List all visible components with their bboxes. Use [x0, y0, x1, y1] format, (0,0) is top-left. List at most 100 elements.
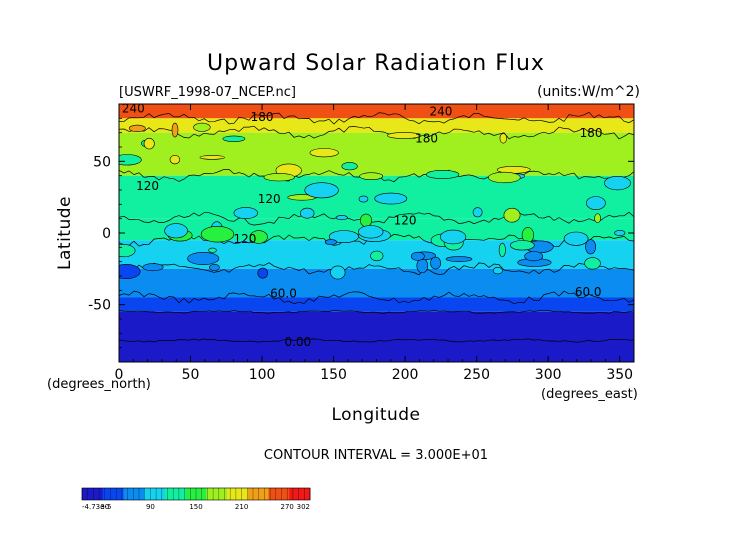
field-patch	[509, 240, 535, 251]
contour-labels: 240 180 240 180 180 120 120 120 120 60.0 60.0 0.00	[122, 102, 603, 350]
field-patch	[472, 207, 483, 218]
contour-label-9: 60.0	[270, 287, 297, 301]
field-patch	[585, 239, 596, 255]
field-patch	[164, 223, 188, 239]
field-patch	[586, 196, 606, 210]
field-patch	[440, 229, 467, 245]
field-patch	[498, 242, 506, 258]
field-patch	[358, 195, 369, 203]
field-patch	[208, 263, 220, 271]
colorbar-swatch-3	[144, 488, 166, 500]
y-tick-label: -50	[88, 298, 111, 314]
x-tick-label: 50	[182, 367, 200, 383]
colorbar-label: 30	[100, 503, 109, 511]
field-patch	[370, 250, 384, 262]
colorbar-swatch-2	[123, 488, 145, 500]
colorbar-swatch-9	[268, 488, 290, 500]
chart-title: Upward Solar Radiation Flux	[207, 51, 545, 76]
field-patch	[563, 231, 589, 246]
field-patch	[359, 172, 384, 180]
lat-band-9	[119, 340, 634, 362]
field-patch	[187, 252, 220, 266]
colorbar-swatch-4	[164, 488, 187, 500]
y-axis: -50 0 50	[88, 117, 634, 349]
contour-line-6	[119, 262, 634, 276]
field-patch	[169, 155, 181, 165]
colorbar-frame	[81, 487, 311, 501]
colorbar-label: 210	[235, 503, 248, 511]
field-patch	[524, 251, 544, 262]
colorbar-swatch-1	[102, 488, 124, 500]
colorbar-swatch-5	[185, 488, 207, 500]
contour-line-7	[119, 290, 634, 305]
file-label: [USWRF_1998-07_NCEP.nc]	[119, 85, 296, 100]
colorbar	[81, 487, 311, 501]
field-patch	[257, 267, 269, 279]
colorbar-label: 150	[189, 503, 202, 511]
x-tick-label: 0	[115, 367, 124, 383]
contour-label-3: 180	[415, 132, 438, 146]
x-tick-label: 300	[535, 367, 562, 383]
colorbar-label: 302	[297, 503, 310, 511]
x-tick-label: 100	[249, 367, 276, 383]
colorbar-swatch-8	[247, 488, 269, 500]
field-texture	[119, 111, 634, 343]
field-patch	[304, 182, 339, 199]
field-patch	[358, 225, 384, 239]
lat-band-7	[119, 297, 634, 312]
lat-band-6	[119, 268, 634, 298]
field-patch	[193, 122, 211, 132]
contour-line-9	[119, 338, 634, 343]
field-patch	[341, 162, 358, 171]
field-patch	[410, 251, 425, 261]
field-patch	[300, 207, 315, 219]
contour-line-2	[119, 125, 634, 140]
contour-label-7: 120	[394, 213, 417, 227]
field-patch	[222, 135, 246, 143]
colorbar-swatch-6	[206, 488, 228, 500]
lat-band-0	[119, 104, 634, 119]
contour-label-4: 180	[580, 126, 603, 140]
field-patch	[584, 257, 601, 270]
lat-band-8	[119, 311, 634, 341]
field-patch	[233, 207, 259, 219]
contour-label-10: 60.0	[575, 285, 602, 299]
contour-label-2: 240	[429, 105, 452, 119]
field-patch	[335, 215, 348, 221]
field-patch	[503, 207, 521, 223]
colorbar-swatch-7	[227, 488, 249, 500]
contour-label-0: 240	[122, 102, 145, 116]
field-patch	[119, 244, 136, 258]
field-patch	[119, 154, 142, 166]
contour-label-8: 120	[233, 232, 256, 246]
contour-interval: CONTOUR INTERVAL = 3.000E+01	[264, 448, 488, 463]
contour-label-5: 120	[136, 179, 159, 193]
colorbar-label: 90	[146, 503, 155, 511]
contour-label-1: 180	[251, 110, 274, 124]
y-axis-label: Latitude	[55, 196, 75, 270]
field-patch	[119, 264, 141, 279]
colorbar-swatch-0	[82, 488, 104, 500]
field-patch	[416, 258, 429, 274]
x-tick-label: 350	[606, 367, 633, 383]
contour-line-8	[119, 309, 634, 314]
field-patch	[142, 263, 164, 272]
field-patch	[328, 230, 359, 243]
field-patch	[430, 256, 441, 270]
x-unit-label: (degrees_east)	[541, 387, 638, 402]
field-patch	[171, 122, 179, 138]
field-patch	[604, 176, 631, 191]
contour-line-1	[119, 111, 634, 125]
colorbar-label: -4.73e-5	[82, 503, 111, 511]
field-patch	[200, 226, 235, 243]
field-patch	[249, 230, 268, 244]
field-patch	[359, 213, 372, 227]
field-patch	[387, 132, 422, 139]
contour-line-4	[119, 211, 634, 226]
field-patch	[374, 192, 408, 205]
field-patch	[499, 133, 507, 144]
x-axis: 0 50 100 150 200 250 300 350	[115, 104, 633, 383]
field-patch	[324, 239, 337, 246]
y-tick-label: 0	[102, 226, 111, 242]
